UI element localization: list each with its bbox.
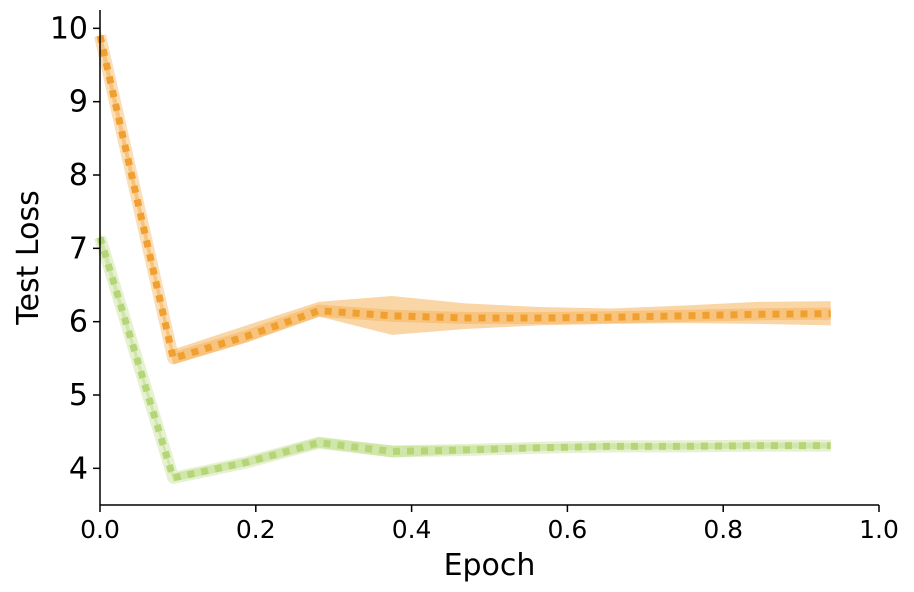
y-tick-label: 6 bbox=[69, 305, 88, 340]
x-axis-ticks: 0.0 0.2 0.4 0.6 0.8 1.0 bbox=[80, 505, 899, 544]
y-axis-ticks: 4 5 6 7 8 9 10 bbox=[50, 11, 100, 486]
x-tick-label: 0.8 bbox=[703, 515, 743, 544]
y-axis-label: Test Loss bbox=[11, 190, 46, 325]
series-halo-2 bbox=[94, 235, 831, 484]
series-lines bbox=[94, 34, 831, 484]
x-axis-label: Epoch bbox=[444, 548, 536, 583]
x-tick-label: 0.4 bbox=[392, 515, 432, 544]
y-tick-label: 9 bbox=[69, 85, 88, 120]
x-tick-label: 0.2 bbox=[236, 515, 276, 544]
axes bbox=[99, 10, 879, 506]
confidence-bands bbox=[100, 26, 831, 482]
y-tick-label: 8 bbox=[69, 158, 88, 193]
y-tick-label: 4 bbox=[69, 451, 88, 486]
y-tick-label: 5 bbox=[69, 378, 88, 413]
x-tick-label: 1.0 bbox=[859, 515, 899, 544]
series-line-1 bbox=[96, 34, 831, 362]
series-line-2 bbox=[96, 236, 831, 482]
x-tick-label: 0.0 bbox=[80, 515, 120, 544]
y-tick-label: 10 bbox=[50, 11, 88, 46]
y-tick-label: 7 bbox=[69, 231, 88, 266]
x-tick-label: 0.6 bbox=[548, 515, 588, 544]
